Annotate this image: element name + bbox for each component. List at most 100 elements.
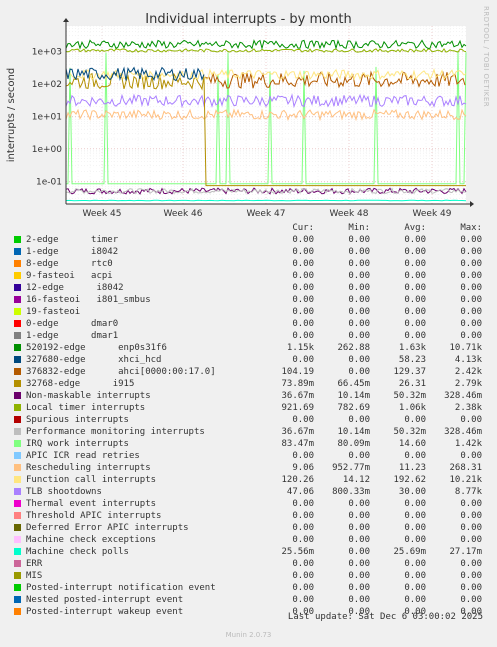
series-ahci <box>204 70 466 89</box>
legend-value-cur: 0.00 <box>292 295 314 305</box>
legend-value-max: 0.00 <box>460 259 482 269</box>
legend-value-max: 0.00 <box>460 451 482 461</box>
legend-item: 32768-edge i915 73.89m 66.45m 26.31 2.79k <box>14 378 484 390</box>
legend-value-avg: 50.32m <box>393 391 426 401</box>
legend-value-max: 0.00 <box>460 271 482 281</box>
legend-swatch <box>14 488 21 495</box>
legend-value-avg: 30.00 <box>398 487 426 497</box>
series-local-timer <box>65 47 467 53</box>
legend-value-cur: 0.00 <box>292 499 314 509</box>
legend-swatch <box>14 356 21 363</box>
legend-value-min: 0.00 <box>348 319 370 329</box>
axes: 1e-01 1e+00 1e+01 1e+02 1e+03 Week 45 Week 46 W… <box>32 18 474 219</box>
legend-value-avg: 14.60 <box>398 439 426 449</box>
legend-value-max: 0.00 <box>460 415 482 425</box>
legend-item: Posted-interrupt notification event 0.00 0… <box>14 582 484 594</box>
legend-value-cur: 9.06 <box>292 463 314 473</box>
legend-value-max: 2.38k <box>454 403 482 413</box>
legend-item: Threshold APIC interrupts 0.00 0.00 0.00 0.0… <box>14 510 484 522</box>
legend-value-min: 10.14m <box>337 427 370 437</box>
legend-swatch <box>14 284 21 291</box>
legend-value-min: 0.00 <box>348 523 370 533</box>
x-tick-label: Week 48 <box>330 209 369 219</box>
legend-item: 520192-edge enp0s31f6 1.15k 262.88 1.63k 10.… <box>14 342 484 354</box>
legend-value-min: 0.00 <box>348 583 370 593</box>
legend-value-min: 10.14m <box>337 391 370 401</box>
legend-series-name: TLB shootdowns <box>26 487 102 497</box>
legend-value-max: 0.00 <box>460 559 482 569</box>
legend-swatch <box>14 500 21 507</box>
legend-value-avg: 0.00 <box>404 247 426 257</box>
legend-value-cur: 0.00 <box>292 319 314 329</box>
legend-value-cur: 0.00 <box>292 283 314 293</box>
legend-value-cur: 0.00 <box>292 571 314 581</box>
legend-series-name: 9-fasteoi acpi <box>26 271 113 281</box>
legend-value-avg: 129.37 <box>393 367 426 377</box>
legend-series-name: Posted-interrupt notification event <box>26 583 216 593</box>
legend-series-name: 376832-edge ahci[0000:00:17.0] <box>26 367 216 377</box>
legend-value-max: 0.00 <box>460 583 482 593</box>
legend-value-min: 0.00 <box>348 535 370 545</box>
legend-series-name: Thermal event interrupts <box>26 499 157 509</box>
y-tick-label: 1e+03 <box>32 47 62 57</box>
legend-value-cur: 0.00 <box>292 331 314 341</box>
legend-value-max: 0.00 <box>460 247 482 257</box>
legend-value-max: 0.00 <box>460 235 482 245</box>
legend: . Cur: Min: Avg: Max: 2-edge timer 0.00 0.… <box>14 222 484 618</box>
legend-item: 1-edge dmar1 0.00 0.00 0.00 0.00 <box>14 330 484 342</box>
legend-swatch <box>14 308 21 315</box>
legend-item: Thermal event interrupts 0.00 0.00 0.00 0.00 <box>14 498 484 510</box>
legend-series-name: 16-fasteoi i801_smbus <box>26 295 151 305</box>
legend-value-max: 0.00 <box>460 307 482 317</box>
legend-value-cur: 0.00 <box>292 235 314 245</box>
legend-value-avg: 11.23 <box>398 463 426 473</box>
legend-swatch <box>14 392 21 399</box>
legend-item: MIS 0.00 0.00 0.00 0.00 <box>14 570 484 582</box>
legend-item: Machine check polls 25.56m 0.00 25.69m 27.17… <box>14 546 484 558</box>
legend-value-cur: 120.26 <box>281 475 314 485</box>
legend-value-avg: 192.62 <box>393 475 426 485</box>
legend-value-cur: 0.00 <box>292 523 314 533</box>
legend-swatch <box>14 344 21 351</box>
series-rescheduling <box>65 108 467 122</box>
legend-value-min: 952.77m <box>332 463 370 473</box>
y-tick-label: 1e+02 <box>32 80 62 90</box>
legend-value-cur: 25.56m <box>281 547 314 557</box>
y-axis-arrow <box>63 18 69 22</box>
legend-item: Rescheduling interrupts 9.06 952.77m 11.23 2… <box>14 462 484 474</box>
legend-value-avg: 0.00 <box>404 319 426 329</box>
legend-value-min: 0.00 <box>348 607 370 617</box>
legend-value-avg: 0.00 <box>404 583 426 593</box>
legend-item: Performance monitoring interrupts 36.67m 1… <box>14 426 484 438</box>
legend-swatch <box>14 404 21 411</box>
legend-value-cur: 83.47m <box>281 439 314 449</box>
legend-swatch <box>14 332 21 339</box>
series-non-maskable <box>65 187 467 195</box>
legend-item: 2-edge timer 0.00 0.00 0.00 0.00 <box>14 234 484 246</box>
legend-series-name: Posted-interrupt wakeup event <box>26 607 184 617</box>
series-lines <box>65 39 467 202</box>
legend-swatch <box>14 572 21 579</box>
legend-swatch <box>14 272 21 279</box>
legend-series-name: Machine check exceptions <box>26 535 157 545</box>
legend-value-cur: 0.00 <box>292 583 314 593</box>
legend-value-avg: 0.00 <box>404 235 426 245</box>
legend-value-max: 328.46m <box>444 391 482 401</box>
legend-swatch <box>14 476 21 483</box>
legend-value-avg: 0.00 <box>404 283 426 293</box>
legend-series-name: Nested posted-interrupt event <box>26 595 184 605</box>
legend-swatch <box>14 452 21 459</box>
legend-value-max: 2.79k <box>454 379 482 389</box>
legend-series-name: 327680-edge xhci_hcd <box>26 355 162 365</box>
legend-item: APIC ICR read retries 0.00 0.00 0.00 0.00 <box>14 450 484 462</box>
legend-value-min: 0.00 <box>348 355 370 365</box>
legend-series-name: Deferred Error APIC interrupts <box>26 523 189 533</box>
legend-value-cur: 0.00 <box>292 307 314 317</box>
legend-series-name: 520192-edge enp0s31f6 <box>26 343 167 353</box>
y-axis-label: interrupts / second <box>6 68 17 162</box>
legend-series-name: APIC ICR read retries <box>26 451 140 461</box>
legend-value-min: 0.00 <box>348 451 370 461</box>
legend-value-cur: 0.00 <box>292 559 314 569</box>
series-xhci <box>65 66 205 82</box>
legend-value-max: 0.00 <box>460 511 482 521</box>
